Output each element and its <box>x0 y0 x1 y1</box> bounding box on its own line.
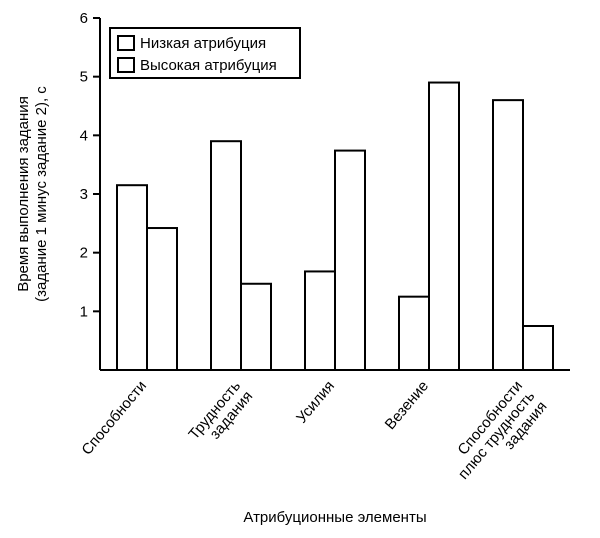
y-tick-label: 5 <box>80 69 88 86</box>
x-category-label: Трудностьзадания <box>185 378 256 454</box>
y-tick-label: 1 <box>80 303 88 320</box>
y-tick-label: 6 <box>80 10 88 27</box>
bar-low <box>211 141 241 370</box>
legend-label-low: Низкая атрибуция <box>140 35 266 52</box>
svg-text:Время выполнения задания: Время выполнения задания <box>15 96 32 292</box>
y-axis-title: Время выполнения задания (задание 1 мину… <box>15 86 50 302</box>
x-category-labels: Способности Трудностьзадания Усилия Везение… <box>78 378 550 493</box>
y-tick-label: 2 <box>80 245 88 262</box>
x-category-label: Усилия <box>293 378 338 427</box>
bar-low <box>493 100 523 370</box>
x-category-label: Способности <box>78 378 150 459</box>
y-tick-label: 3 <box>80 186 88 203</box>
attribution-bar-chart: 1 2 3 4 5 6 Способности Трудностьзадания Усилия… <box>0 0 600 538</box>
bar-high <box>241 284 271 370</box>
x-category-label: Везение <box>382 378 432 433</box>
bar-low <box>305 271 335 370</box>
y-ticks: 1 2 3 4 5 6 <box>80 10 100 320</box>
bar-low <box>399 297 429 370</box>
y-tick-label: 4 <box>80 127 88 144</box>
legend-swatch-low <box>118 36 134 50</box>
legend-swatch-high <box>118 58 134 72</box>
bar-high <box>523 326 553 370</box>
bar-high <box>147 228 177 370</box>
bar-low <box>117 185 147 370</box>
x-axis-title: Атрибуционные элементы <box>243 509 426 526</box>
legend: Низкая атрибуция Высокая атрибуция <box>110 28 300 78</box>
x-category-label: Способностиплюс трудностьзадания <box>443 378 551 493</box>
bars <box>117 83 553 370</box>
bar-high <box>335 151 365 370</box>
svg-text:(задание 1 минус задание 2), с: (задание 1 минус задание 2), с <box>33 86 50 302</box>
bar-high <box>429 83 459 370</box>
legend-label-high: Высокая атрибуция <box>140 57 277 74</box>
